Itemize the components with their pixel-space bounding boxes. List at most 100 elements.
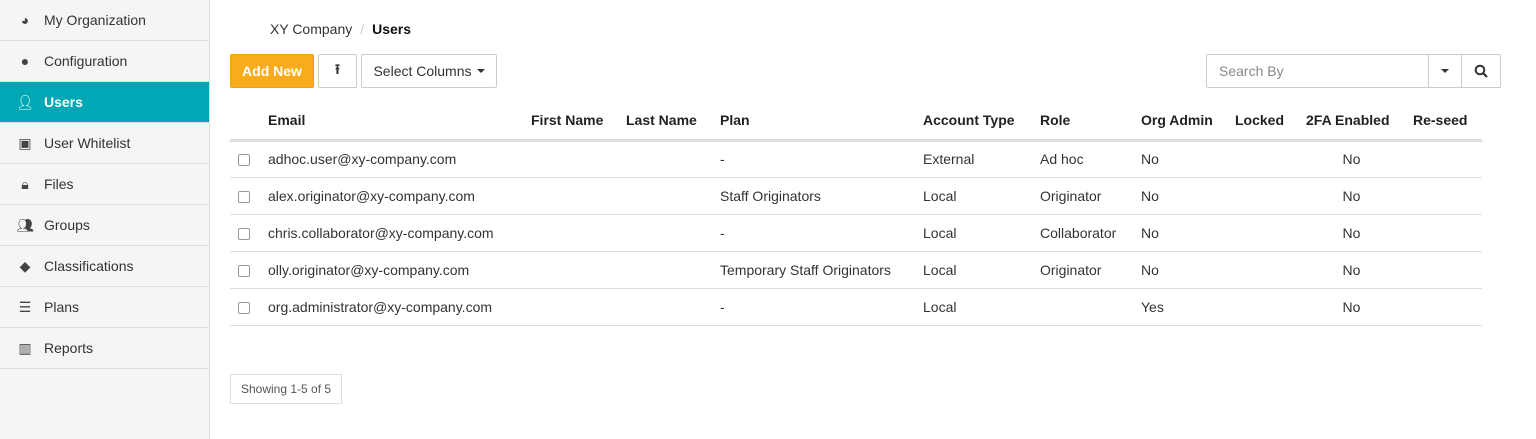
- row-select-cell: [230, 177, 260, 215]
- header-org-admin[interactable]: Org Admin: [1133, 102, 1227, 142]
- cell-plan: Temporary Staff Originators: [712, 251, 915, 289]
- cell-re-seed: [1405, 288, 1482, 326]
- cell-locked: [1227, 251, 1298, 289]
- dashboard-icon: ◕: [20, 12, 30, 28]
- sidebar-item-label: Classifications: [44, 258, 134, 274]
- row-checkbox[interactable]: [238, 264, 250, 277]
- table-header-row: Email First Name Last Name Plan Account …: [230, 102, 1482, 142]
- table-row: alex.originator@xy-company.com Staff Orig…: [230, 177, 1482, 215]
- cell-email: olly.originator@xy-company.com: [260, 251, 523, 289]
- table-row: olly.originator@xy-company.com Temporary …: [230, 251, 1482, 289]
- sidebar-item-groups[interactable]: 👥︎ Groups: [0, 205, 209, 246]
- header-2fa-enabled[interactable]: 2FA Enabled: [1298, 102, 1405, 142]
- cell-2fa-enabled: No: [1298, 288, 1405, 326]
- table-row: org.administrator@xy-company.com - Local Ye…: [230, 288, 1482, 326]
- cell-email: adhoc.user@xy-company.com: [260, 140, 523, 178]
- cell-account-type: Local: [915, 288, 1032, 326]
- cell-locked: [1227, 288, 1298, 326]
- cell-2fa-enabled: No: [1298, 140, 1405, 178]
- sidebar-item-label: Groups: [44, 217, 90, 233]
- cell-plan: Staff Originators: [712, 177, 915, 215]
- sidebar-item-users[interactable]: 👤︎ Users: [0, 82, 209, 123]
- header-first-name[interactable]: First Name: [523, 102, 618, 142]
- search-group: [1206, 54, 1501, 88]
- search-input[interactable]: [1207, 55, 1428, 87]
- header-last-name[interactable]: Last Name: [618, 102, 712, 142]
- sidebar-item-my-organization[interactable]: ◕ My Organization: [0, 0, 209, 41]
- cell-plan: -: [712, 140, 915, 178]
- bar-chart-icon: ▥: [18, 339, 32, 356]
- cell-last-name: [618, 214, 712, 252]
- cell-last-name: [618, 140, 712, 178]
- cell-email: chris.collaborator@xy-company.com: [260, 214, 523, 252]
- cell-2fa-enabled: No: [1298, 214, 1405, 252]
- search-button[interactable]: [1461, 55, 1500, 87]
- cell-2fa-enabled: No: [1298, 177, 1405, 215]
- caret-down-icon: [1441, 69, 1449, 73]
- cell-account-type: Local: [915, 214, 1032, 252]
- cell-plan: -: [712, 288, 915, 326]
- cell-org-admin: Yes: [1133, 288, 1227, 326]
- row-checkbox[interactable]: [238, 190, 250, 203]
- contact-card-icon: ▣: [18, 134, 32, 151]
- row-select-cell: [230, 288, 260, 326]
- upload-icon: ⭱: [335, 61, 340, 77]
- cell-first-name: [523, 288, 618, 326]
- sidebar: ◕ My Organization ● Configuration 👤︎ Users …: [0, 0, 210, 439]
- cell-2fa-enabled: No: [1298, 251, 1405, 289]
- cell-first-name: [523, 251, 618, 289]
- cell-org-admin: No: [1133, 177, 1227, 215]
- cell-locked: [1227, 214, 1298, 252]
- sidebar-item-label: Files: [44, 176, 74, 192]
- cell-re-seed: [1405, 214, 1482, 252]
- header-email[interactable]: Email: [260, 102, 523, 142]
- breadcrumb-current: Users: [372, 21, 412, 37]
- lock-icon: 🔒︎: [21, 175, 29, 192]
- row-select-cell: [230, 140, 260, 178]
- globe-icon: ●: [20, 53, 30, 69]
- header-role[interactable]: Role: [1032, 102, 1133, 142]
- cell-first-name: [523, 214, 618, 252]
- pagination-info: Showing 1-5 of 5: [230, 374, 343, 404]
- header-re-seed[interactable]: Re-seed: [1405, 102, 1482, 142]
- add-new-button[interactable]: Add New: [230, 54, 314, 88]
- cell-role: Collaborator: [1032, 214, 1133, 252]
- cell-role: [1032, 288, 1133, 326]
- server-icon: ☰: [18, 298, 32, 315]
- sidebar-item-plans[interactable]: ☰ Plans: [0, 287, 209, 328]
- row-checkbox[interactable]: [238, 301, 250, 314]
- sidebar-item-reports[interactable]: ▥ Reports: [0, 328, 209, 369]
- header-plan[interactable]: Plan: [712, 102, 915, 142]
- sidebar-item-configuration[interactable]: ● Configuration: [0, 41, 209, 82]
- cell-first-name: [523, 140, 618, 178]
- breadcrumb: XY Company / Users: [270, 21, 411, 37]
- row-select-cell: [230, 214, 260, 252]
- cell-role: Originator: [1032, 251, 1133, 289]
- upload-button[interactable]: ⭱: [318, 54, 357, 88]
- row-checkbox[interactable]: [238, 227, 250, 240]
- search-dropdown-button[interactable]: [1428, 55, 1461, 87]
- cell-locked: [1227, 140, 1298, 178]
- cell-org-admin: No: [1133, 140, 1227, 178]
- sidebar-item-label: User Whitelist: [44, 135, 131, 151]
- sidebar-item-label: My Organization: [44, 12, 146, 28]
- sidebar-item-label: Configuration: [44, 53, 128, 69]
- select-columns-button[interactable]: Select Columns: [361, 54, 497, 88]
- cell-first-name: [523, 177, 618, 215]
- sidebar-item-files[interactable]: 🔒︎ Files: [0, 164, 209, 205]
- cell-account-type: Local: [915, 251, 1032, 289]
- header-locked[interactable]: Locked: [1227, 102, 1298, 142]
- sidebar-item-label: Plans: [44, 299, 80, 315]
- sidebar-item-classifications[interactable]: ◆ Classifications: [0, 246, 209, 287]
- cell-role: Originator: [1032, 177, 1133, 215]
- cell-last-name: [618, 288, 712, 326]
- cell-re-seed: [1405, 140, 1482, 178]
- row-checkbox[interactable]: [238, 154, 250, 167]
- cell-email: org.administrator@xy-company.com: [260, 288, 523, 326]
- cell-account-type: External: [915, 140, 1032, 178]
- breadcrumb-parent[interactable]: XY Company: [270, 21, 353, 37]
- sidebar-item-label: Users: [44, 94, 83, 110]
- sidebar-item-user-whitelist[interactable]: ▣ User Whitelist: [0, 123, 209, 164]
- cell-plan: -: [712, 214, 915, 252]
- header-account-type[interactable]: Account Type: [915, 102, 1032, 142]
